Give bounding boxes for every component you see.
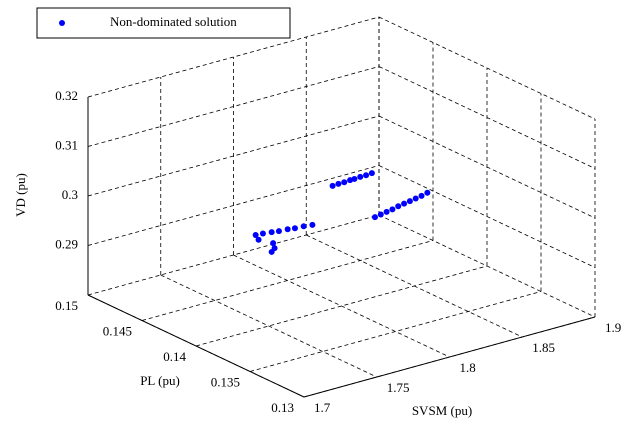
x-tick-label: 1.75 (387, 380, 410, 395)
point (406, 198, 413, 205)
y-tick-label: 0.14 (163, 349, 186, 364)
grid-line (195, 265, 488, 347)
grid-line (160, 274, 377, 378)
point (418, 192, 425, 199)
point (309, 221, 316, 228)
point (412, 195, 419, 202)
point (389, 206, 396, 213)
point (395, 203, 402, 210)
point (268, 229, 275, 236)
grid-line (378, 115, 596, 219)
point (383, 208, 390, 215)
y-tick-label: 0.135 (211, 374, 240, 389)
z-tick-label: 0.31 (55, 137, 78, 152)
y-tick-label: 0.13 (271, 400, 294, 415)
point (351, 175, 358, 182)
point (255, 236, 262, 243)
z-tick-label: 0.32 (55, 88, 78, 103)
y-tick-label: 0.15 (55, 298, 78, 313)
point (275, 228, 282, 235)
points (252, 170, 431, 255)
z-tick-label: 0.29 (55, 236, 78, 251)
legend-box (36, 7, 291, 39)
point (329, 182, 336, 189)
point (284, 226, 291, 233)
y-axis (87, 294, 305, 398)
point (291, 225, 298, 232)
x-tick-label: 1.8 (460, 360, 476, 375)
point (270, 240, 277, 247)
point (368, 170, 375, 177)
x-tick-label: 1.7 (314, 400, 331, 415)
grid-line (378, 66, 596, 169)
point (377, 211, 384, 218)
y-tick-label: 0.145 (103, 323, 132, 338)
grid-line (141, 240, 434, 321)
point (335, 180, 342, 187)
point (401, 200, 408, 207)
legend-label: Non-dominated solution (110, 14, 237, 29)
point (252, 232, 259, 239)
x-axis-label: SVSM (pu) (412, 403, 472, 418)
point (268, 248, 275, 255)
grid-line (87, 16, 380, 98)
grid-line (378, 16, 596, 120)
point (259, 230, 266, 237)
x-tick-label: 1.85 (532, 340, 555, 355)
point (341, 179, 348, 186)
legend-marker (59, 20, 65, 26)
point (371, 214, 378, 221)
z-tick-label: 0.3 (62, 187, 78, 202)
point (357, 173, 364, 180)
point (424, 189, 431, 196)
x-axis (303, 316, 596, 398)
legend: Non-dominated solution (36, 7, 291, 39)
grid: 0.29 0.3 0.31 0.32 0.13 0.135 0.14 0.145 0.15 1.7… (55, 16, 621, 415)
grid-line (87, 66, 380, 147)
z-axis-label: VD (pu) (13, 173, 28, 217)
point (363, 172, 370, 179)
grid-line (249, 291, 542, 372)
grid-line (87, 214, 380, 296)
grid-line (87, 165, 380, 246)
grid-line (378, 165, 596, 268)
x-tick-label: 1.9 (605, 320, 621, 335)
y-axis-label: PL (pu) (140, 373, 180, 388)
grid-line (87, 115, 380, 197)
point (300, 223, 307, 230)
